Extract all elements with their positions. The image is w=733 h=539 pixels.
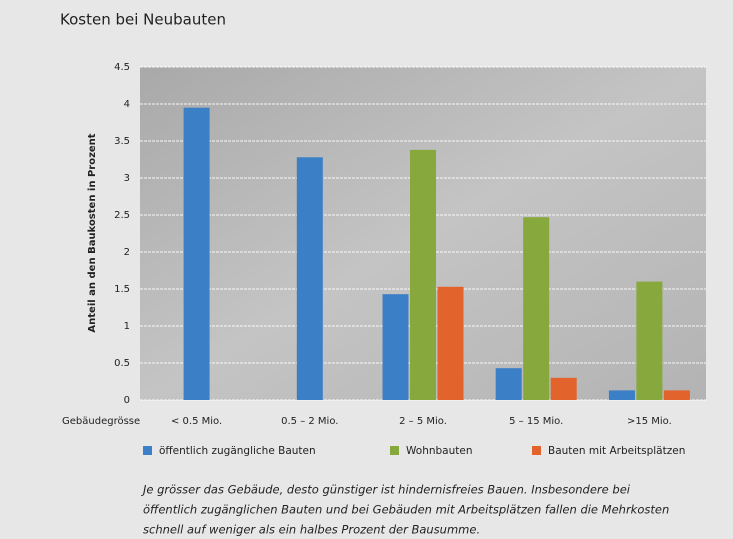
bar — [297, 157, 323, 400]
caption-line: öffentlich zugänglichen Bauten und bei G… — [143, 503, 669, 517]
legend-label: Bauten mit Arbeitsplätzen — [548, 445, 685, 457]
y-tick-label: 4 — [124, 99, 130, 110]
bar — [410, 150, 436, 400]
x-tick-label: 0.5 – 2 Mio. — [281, 416, 338, 427]
x-tick-label: 5 – 15 Mio. — [509, 416, 563, 427]
y-tick-label: 3.5 — [114, 136, 130, 147]
x-axis-label: Gebäudegrösse — [62, 416, 140, 427]
y-tick-label: 2 — [124, 247, 130, 258]
y-tick-label: 3 — [124, 173, 130, 184]
bar — [636, 282, 662, 400]
y-axis-label: Anteil an den Baukosten in Prozent — [87, 133, 98, 332]
legend-swatch — [143, 446, 152, 455]
y-tick-label: 2.5 — [114, 210, 130, 221]
x-tick-label: < 0.5 Mio. — [171, 416, 222, 427]
bar — [551, 378, 577, 400]
y-tick-label: 0 — [124, 395, 130, 406]
caption-line: Je grösser das Gebäude, desto günstiger … — [141, 483, 631, 497]
caption-line: schnell auf weniger als ein halbes Proze… — [143, 523, 480, 537]
y-tick-label: 1 — [124, 321, 130, 332]
legend-label: Wohnbauten — [406, 445, 473, 457]
bar — [496, 368, 522, 400]
chart: Kosten bei Neubauten Anteil an den Bauko… — [0, 0, 733, 539]
chart-title: Kosten bei Neubauten — [60, 11, 226, 29]
bar — [523, 217, 549, 400]
x-tick-label: >15 Mio. — [627, 416, 672, 427]
y-tick-label: 0.5 — [114, 358, 130, 369]
y-tick-label: 1.5 — [114, 284, 130, 295]
bar — [184, 108, 210, 400]
bar — [383, 294, 409, 400]
x-tick-label: 2 – 5 Mio. — [399, 416, 447, 427]
bar — [664, 390, 690, 400]
legend-swatch — [390, 446, 399, 455]
legend-swatch — [532, 446, 541, 455]
page: {"chart_data": {"type": "bar", "title": … — [0, 0, 733, 539]
bar — [609, 390, 635, 400]
legend-label: öffentlich zugängliche Bauten — [159, 445, 316, 457]
bar — [438, 287, 464, 400]
y-tick-label: 4.5 — [114, 62, 130, 73]
